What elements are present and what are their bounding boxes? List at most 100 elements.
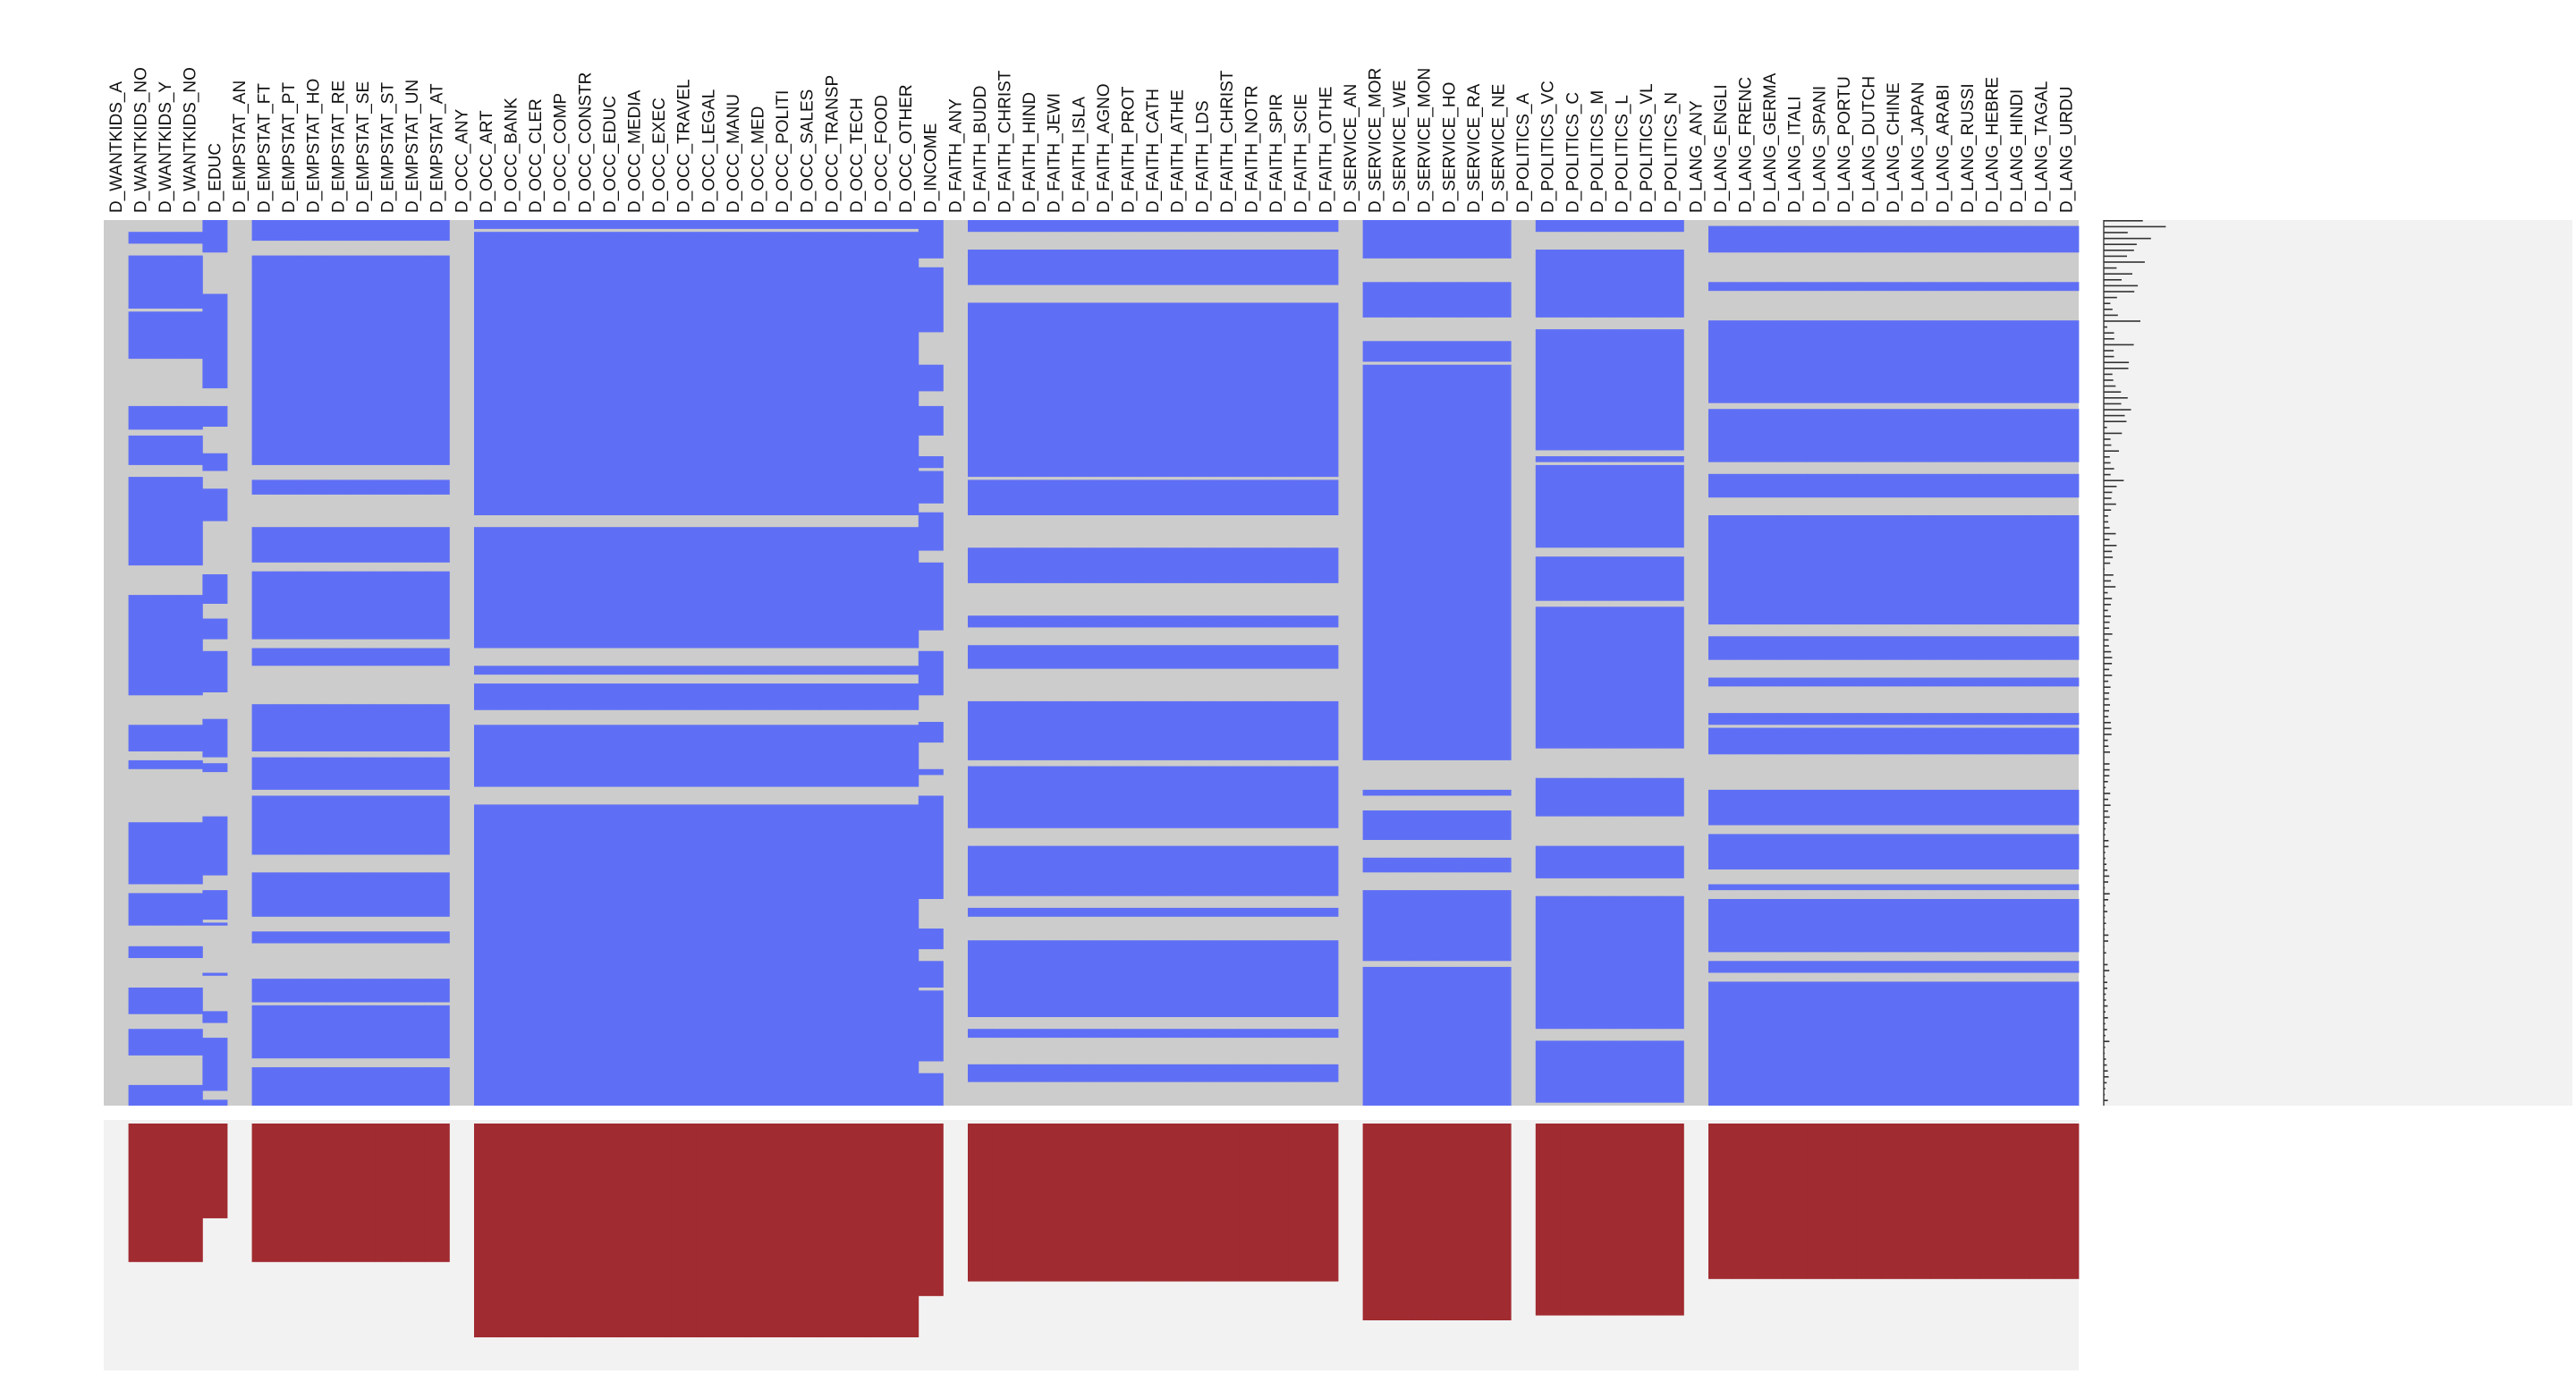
present-cell-run [1486, 966, 1512, 1106]
present-cell-run [918, 795, 944, 899]
row-completeness-mark [2104, 1011, 2106, 1013]
row-completeness-mark [2104, 438, 2111, 440]
present-cell-run [770, 725, 796, 787]
present-cell-run [177, 725, 203, 751]
present-cell-run [918, 562, 944, 631]
row-completeness-mark [2104, 586, 2116, 588]
present-cell-run [1387, 220, 1413, 259]
present-cell-run [1066, 700, 1092, 760]
present-cell-run [869, 527, 894, 649]
present-cell-run [202, 1038, 228, 1091]
present-cell-run [1733, 961, 1758, 973]
present-cell-run [1708, 961, 1733, 973]
present-cell-run [1066, 250, 1092, 285]
present-cell-run [128, 311, 154, 360]
row-completeness-mark [2104, 598, 2113, 599]
present-cell-run [1041, 845, 1067, 896]
row-completeness-mark [2104, 798, 2108, 801]
present-cell-run [547, 232, 573, 515]
present-cell-run [745, 683, 771, 710]
present-cell-run [1856, 282, 1882, 292]
present-cell-run [1807, 409, 1833, 462]
present-cell-run [1436, 890, 1462, 962]
present-cell-run [128, 435, 154, 465]
present-cell-run [992, 615, 1018, 628]
present-count-bar [1115, 1124, 1141, 1282]
present-cell-run [1782, 282, 1808, 292]
present-cell-run [1733, 515, 1758, 625]
row-completeness-mark [2104, 456, 2110, 458]
present-cell-run [1609, 456, 1635, 462]
present-count-bar [1658, 1124, 1684, 1316]
present-cell-run [153, 311, 179, 360]
present-cell-run [1190, 479, 1216, 515]
present-cell-run [721, 220, 746, 229]
present-cell-run [1091, 302, 1116, 478]
present-cell-run [1758, 789, 1784, 826]
present-cell-run [2029, 834, 2055, 869]
present-cell-run [2054, 727, 2080, 755]
present-cell-run [375, 648, 401, 666]
row-completeness-mark [2104, 1070, 2108, 1072]
row-completeness-mark [2104, 692, 2110, 694]
present-count-bar [251, 1124, 277, 1262]
present-cell-run [1905, 320, 1931, 403]
present-cell-run [1264, 547, 1290, 583]
present-count-bar [1165, 1124, 1191, 1282]
present-cell-run [1782, 515, 1808, 625]
present-cell-run [1832, 834, 1857, 869]
present-cell-run [1264, 615, 1290, 628]
present-cell-run [1041, 766, 1067, 828]
present-cell-run [1955, 713, 1980, 725]
present-cell-run [523, 232, 549, 515]
present-cell-run [894, 220, 919, 229]
present-cell-run [1387, 364, 1413, 760]
present-cell-run [153, 255, 179, 309]
present-cell-run [1758, 515, 1784, 625]
present-cell-run [1979, 282, 2005, 292]
present-cell-run [1115, 250, 1141, 285]
present-cell-run [2054, 473, 2080, 498]
present-cell-run [1832, 320, 1857, 403]
present-cell-run [1758, 636, 1784, 660]
present-cell-run [1807, 282, 1833, 292]
present-cell-run [1264, 645, 1290, 669]
present-cell-run [1634, 556, 1660, 601]
present-cell-run [1832, 515, 1857, 625]
row-completeness-mark [2104, 397, 2128, 399]
present-cell-run [351, 1005, 376, 1059]
row-completeness-mark [2104, 1017, 2108, 1019]
row-completeness-mark [2104, 444, 2112, 446]
present-cell-run [1313, 700, 1339, 760]
present-cell-run [1979, 981, 2005, 1106]
row-completeness-mark [2104, 822, 2107, 824]
present-cell-run [326, 931, 352, 944]
present-cell-run [301, 979, 326, 1003]
present-cell-run [1264, 250, 1290, 285]
present-cell-run [1535, 1040, 1561, 1103]
present-cell-run [251, 979, 277, 1003]
present-cell-run [1115, 700, 1141, 760]
present-cell-run [1017, 1029, 1043, 1039]
column-label: D_FAITH_ANY [946, 98, 965, 213]
present-cell-run [1955, 225, 1980, 253]
row-completeness-mark [2104, 922, 2106, 924]
column-label: D_FAITH_SPIR [1267, 94, 1286, 213]
present-cell-run [1066, 1064, 1092, 1082]
present-cell-run [2004, 727, 2030, 755]
column-label: D_EMPSTAT_ST [378, 82, 397, 213]
column-label: D_OCC_TRAVEL [675, 79, 694, 213]
present-count-bar [424, 1124, 450, 1262]
present-cell-run [1881, 899, 1907, 953]
row-completeness-mark [2104, 550, 2113, 553]
present-cell-run [276, 979, 302, 1003]
row-completeness-mark [2104, 952, 2106, 954]
present-cell-run [1288, 645, 1314, 669]
row-completeness-mark [2104, 273, 2132, 275]
present-cell-run [326, 872, 352, 917]
row-completeness-mark [2104, 911, 2108, 912]
present-cell-run [1856, 884, 1882, 891]
present-count-bar [326, 1124, 352, 1262]
present-cell-run [968, 700, 993, 760]
present-cell-run [474, 804, 499, 1106]
